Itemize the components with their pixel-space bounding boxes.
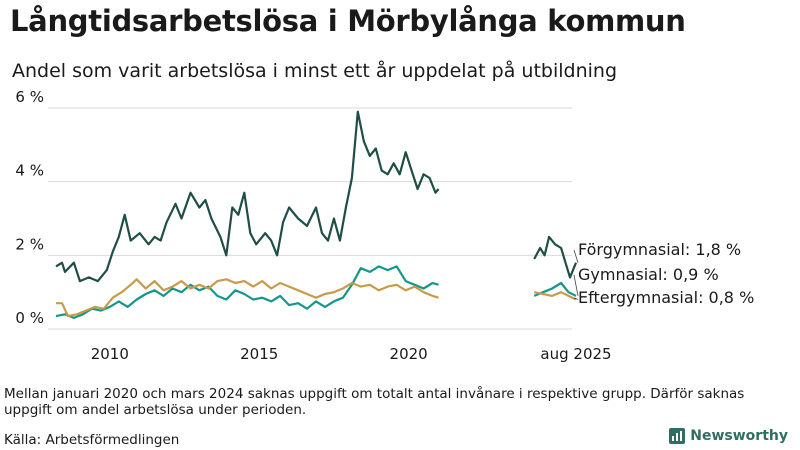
series-label-gymnasial: Gymnasial: 0,9 %: [578, 265, 719, 284]
brand-logo[interactable]: Newsworthy: [669, 428, 788, 444]
series-line-förgymnasial: [55, 110, 440, 283]
series-line-förgymnasial: [533, 235, 578, 279]
grid-lines: [48, 107, 572, 330]
label-connector: [573, 249, 579, 263]
x-tick-label: aug 2025: [540, 345, 611, 363]
y-tick-label: 0 %: [15, 309, 44, 327]
y-axis-ticks: 0 % 2 % 4 % 6 %: [15, 88, 44, 327]
newsworthy-icon: [669, 428, 686, 444]
chart-subtitle: Andel som varit arbetslösa i minst ett å…: [12, 60, 618, 82]
series-end-labels: Förgymnasial: 1,8 % Gymnasial: 0,9 % Efter…: [573, 240, 754, 307]
x-tick-label: 2015: [240, 345, 278, 363]
series-line-eftergymnasial: [56, 278, 439, 318]
x-axis-ticks: 2010 2015 2020 aug 2025: [91, 345, 612, 363]
x-tick-label: 2020: [390, 345, 428, 363]
label-connector: [573, 274, 579, 296]
y-tick-label: 4 %: [15, 162, 44, 180]
chart-title: Långtidsarbetslösa i Mörbylånga kommun: [10, 4, 686, 38]
series-line-eftergymnasial: [533, 291, 577, 301]
brand-name: Newsworthy: [690, 428, 788, 444]
y-tick-label: 2 %: [15, 235, 44, 253]
x-tick-label: 2010: [91, 345, 129, 363]
y-tick-label: 6 %: [15, 88, 44, 106]
series-label-eftergymnasial: Eftergymnasial: 0,8 %: [578, 288, 754, 307]
series-label-förgymnasial: Förgymnasial: 1,8 %: [578, 240, 741, 259]
footnote: Mellan januari 2020 och mars 2024 saknas…: [4, 386, 745, 418]
source-note: Källa: Arbetsförmedlingen: [4, 432, 180, 448]
label-connector: [573, 297, 579, 300]
line-chart: 0 % 2 % 4 % 6 % 2010 2015 2020 aug 2025 Förgym…: [15, 88, 754, 363]
series-lines: [55, 110, 578, 319]
series-line-gymnasial: [55, 265, 439, 319]
